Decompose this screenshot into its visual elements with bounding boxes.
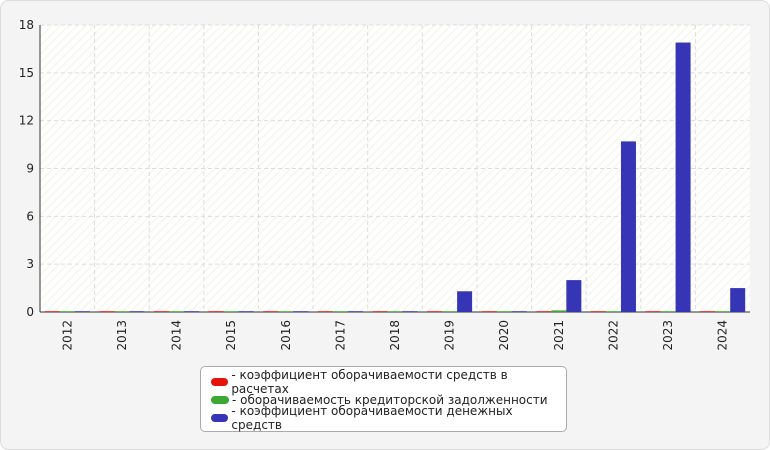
bar bbox=[59, 311, 75, 312]
y-tick-label: 9 bbox=[26, 162, 34, 176]
bar bbox=[44, 311, 60, 312]
legend-item: - коэффициент оборачиваемости денежных с… bbox=[211, 404, 556, 432]
x-tick-label: 2020 bbox=[497, 320, 511, 351]
legend-label: - коэффициент оборачиваемости средств в … bbox=[231, 368, 508, 396]
bar bbox=[730, 288, 746, 312]
bar bbox=[263, 311, 279, 312]
x-tick-label: 2014 bbox=[170, 320, 184, 351]
bar bbox=[442, 311, 458, 312]
x-tick-label: 2023 bbox=[661, 320, 675, 351]
bar bbox=[590, 311, 606, 312]
x-tick-label: 2021 bbox=[552, 320, 566, 351]
bar bbox=[372, 311, 388, 312]
x-tick-label: 2024 bbox=[716, 320, 730, 351]
bar bbox=[238, 311, 254, 312]
bar bbox=[223, 311, 239, 312]
x-tick-label: 2015 bbox=[224, 320, 238, 351]
bar bbox=[99, 311, 115, 312]
legend-item: - оборачиваемость кредиторской задолженн… bbox=[211, 391, 556, 409]
y-tick-label: 3 bbox=[26, 257, 34, 271]
y-tick-label: 6 bbox=[26, 209, 34, 223]
bar bbox=[551, 310, 567, 312]
bar bbox=[675, 42, 691, 313]
x-tick-label: 2012 bbox=[60, 320, 74, 351]
bar bbox=[700, 311, 716, 312]
bar bbox=[74, 311, 90, 312]
y-tick-label: 15 bbox=[19, 66, 34, 80]
bar bbox=[620, 141, 636, 312]
x-tick-label: 2016 bbox=[279, 320, 293, 351]
x-tick-label: 2018 bbox=[388, 320, 402, 351]
bar bbox=[605, 311, 621, 312]
bar bbox=[332, 311, 348, 312]
bar bbox=[154, 311, 170, 312]
legend: - коэффициент оборачиваемости средств в … bbox=[200, 366, 567, 432]
x-tick-label: 2013 bbox=[115, 320, 129, 351]
bar bbox=[184, 311, 200, 312]
legend-swatch bbox=[211, 378, 229, 386]
bar bbox=[293, 311, 309, 312]
y-tick-label: 12 bbox=[19, 114, 34, 128]
bar bbox=[387, 311, 403, 312]
y-tick-label: 0 bbox=[26, 305, 34, 319]
bar bbox=[402, 311, 418, 312]
bar bbox=[481, 311, 497, 312]
bar bbox=[278, 311, 294, 312]
bar bbox=[347, 311, 363, 312]
x-tick-label: 2017 bbox=[333, 320, 347, 351]
bar bbox=[208, 311, 224, 312]
legend-swatch bbox=[211, 414, 229, 422]
y-tick-label: 18 bbox=[19, 18, 34, 32]
legend-item: - коэффициент оборачиваемости средств в … bbox=[211, 368, 556, 396]
legend-label: - коэффициент оборачиваемости денежных с… bbox=[231, 404, 513, 432]
bar bbox=[645, 311, 661, 312]
legend-swatch bbox=[211, 396, 229, 404]
legend-label: - оборачиваемость кредиторской задолженн… bbox=[232, 393, 548, 407]
bar bbox=[566, 280, 582, 312]
bar bbox=[169, 311, 185, 312]
bar bbox=[660, 311, 676, 312]
bar bbox=[129, 311, 145, 312]
bar bbox=[457, 291, 473, 312]
bar bbox=[317, 311, 333, 312]
bar bbox=[427, 311, 443, 312]
bar bbox=[114, 311, 130, 312]
x-tick-label: 2019 bbox=[443, 320, 457, 351]
bar bbox=[536, 311, 552, 312]
bar bbox=[496, 311, 512, 312]
bar bbox=[511, 311, 527, 312]
x-tick-label: 2022 bbox=[606, 320, 620, 351]
bar bbox=[715, 311, 731, 312]
